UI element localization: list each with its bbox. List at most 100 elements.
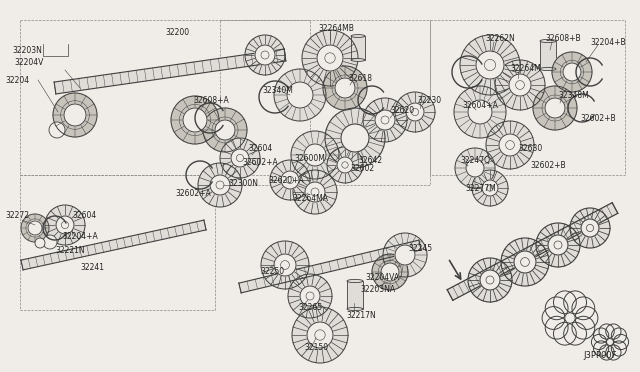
Circle shape xyxy=(274,69,326,121)
Text: 32272: 32272 xyxy=(5,211,29,219)
Circle shape xyxy=(28,221,42,235)
Text: 32262N: 32262N xyxy=(485,33,515,42)
Text: 32150: 32150 xyxy=(304,343,328,353)
Circle shape xyxy=(307,322,333,348)
Text: 32608+A: 32608+A xyxy=(193,96,228,105)
Circle shape xyxy=(499,134,521,156)
Text: 32620: 32620 xyxy=(390,106,414,115)
Circle shape xyxy=(198,163,242,207)
Text: 32221N: 32221N xyxy=(55,246,84,254)
Circle shape xyxy=(293,170,337,214)
Circle shape xyxy=(21,214,49,242)
Circle shape xyxy=(509,74,531,96)
FancyBboxPatch shape xyxy=(347,281,363,309)
Circle shape xyxy=(261,241,309,289)
Circle shape xyxy=(514,251,536,273)
Circle shape xyxy=(45,205,85,245)
Circle shape xyxy=(292,307,348,363)
Circle shape xyxy=(210,175,230,195)
Circle shape xyxy=(383,233,427,277)
Circle shape xyxy=(281,171,299,189)
Text: 32604: 32604 xyxy=(72,211,96,219)
Circle shape xyxy=(245,35,285,75)
Ellipse shape xyxy=(540,67,556,71)
Text: 32265: 32265 xyxy=(298,304,322,312)
FancyBboxPatch shape xyxy=(540,41,556,69)
Circle shape xyxy=(372,254,408,290)
Text: 32241: 32241 xyxy=(80,263,104,273)
Circle shape xyxy=(56,216,74,234)
Circle shape xyxy=(480,270,500,290)
Ellipse shape xyxy=(347,307,363,311)
Circle shape xyxy=(454,86,506,138)
Text: 32602+A: 32602+A xyxy=(175,189,211,198)
Ellipse shape xyxy=(347,279,363,283)
Text: 32203NA: 32203NA xyxy=(360,285,395,295)
Circle shape xyxy=(317,45,343,71)
Text: 32245: 32245 xyxy=(408,244,432,253)
Circle shape xyxy=(545,98,565,118)
Circle shape xyxy=(460,35,520,95)
Circle shape xyxy=(495,60,545,110)
Text: 32204+A: 32204+A xyxy=(62,231,98,241)
Polygon shape xyxy=(54,49,286,94)
Circle shape xyxy=(335,78,355,98)
Text: 32204+B: 32204+B xyxy=(590,38,626,46)
Circle shape xyxy=(53,93,97,137)
Text: 32602: 32602 xyxy=(350,164,374,173)
Text: 32630: 32630 xyxy=(518,144,542,153)
Circle shape xyxy=(406,103,424,121)
Text: 32348M: 32348M xyxy=(558,90,589,99)
Circle shape xyxy=(375,110,395,130)
FancyBboxPatch shape xyxy=(351,36,365,60)
Circle shape xyxy=(570,208,610,248)
Text: 32602+A: 32602+A xyxy=(242,157,278,167)
Text: 32204: 32204 xyxy=(5,76,29,84)
Circle shape xyxy=(563,63,581,81)
Text: 32230: 32230 xyxy=(417,96,441,105)
Text: 32247Q: 32247Q xyxy=(460,155,490,164)
Text: 32602+B: 32602+B xyxy=(580,113,616,122)
Circle shape xyxy=(482,180,498,196)
Circle shape xyxy=(203,108,247,152)
Text: 32600M: 32600M xyxy=(294,154,325,163)
Circle shape xyxy=(215,120,235,140)
Text: 32300N: 32300N xyxy=(228,179,258,187)
Circle shape xyxy=(305,182,325,202)
Text: 32277M: 32277M xyxy=(465,183,496,192)
Circle shape xyxy=(468,100,492,124)
Text: 32200: 32200 xyxy=(165,28,189,36)
Circle shape xyxy=(363,98,407,142)
Circle shape xyxy=(466,159,484,177)
Polygon shape xyxy=(239,240,421,293)
Circle shape xyxy=(486,121,534,169)
Circle shape xyxy=(35,238,45,248)
Circle shape xyxy=(220,138,260,178)
Circle shape xyxy=(341,124,369,152)
Circle shape xyxy=(300,286,320,306)
Circle shape xyxy=(231,149,249,167)
Text: 32604+A: 32604+A xyxy=(462,100,498,109)
Text: 32217N: 32217N xyxy=(346,311,376,320)
Text: 32203N: 32203N xyxy=(12,45,42,55)
Circle shape xyxy=(302,30,358,86)
Circle shape xyxy=(472,170,508,206)
Circle shape xyxy=(381,263,399,281)
Text: 32642: 32642 xyxy=(358,155,382,164)
Circle shape xyxy=(43,235,57,249)
Circle shape xyxy=(476,51,504,79)
Circle shape xyxy=(255,45,275,65)
Text: 32264MB: 32264MB xyxy=(318,23,354,32)
Text: J3PP00F: J3PP00F xyxy=(583,352,617,360)
Circle shape xyxy=(274,254,296,276)
Circle shape xyxy=(183,108,207,132)
Circle shape xyxy=(533,86,577,130)
Ellipse shape xyxy=(540,39,556,43)
Text: 32618: 32618 xyxy=(348,74,372,83)
Circle shape xyxy=(287,82,313,108)
Text: 32620+A: 32620+A xyxy=(268,176,304,185)
Circle shape xyxy=(536,223,580,267)
Text: 32340M: 32340M xyxy=(262,86,293,94)
Circle shape xyxy=(337,157,353,173)
Circle shape xyxy=(64,104,86,126)
